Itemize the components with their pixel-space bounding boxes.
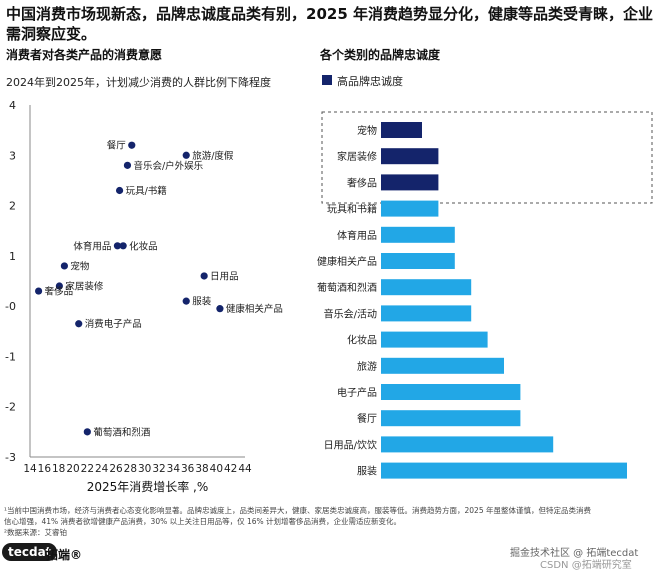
footnote-line-1: ¹当前中国消费市场，经济与消费者心态变化影响显著。品牌忠诚度上，品类间差异大，健… [4, 506, 591, 515]
tecdat-logo: tecdat [2, 543, 58, 561]
bar [381, 305, 472, 322]
y-tick-label: 1 [9, 250, 16, 263]
bar-category-label: 服装 [357, 465, 377, 478]
y-tick-label: -3 [5, 451, 16, 464]
bar [381, 200, 439, 217]
point-label: 服装 [192, 296, 212, 308]
bar-category-label: 餐厅 [357, 412, 377, 425]
bar [381, 410, 521, 427]
scatter-point [123, 161, 132, 169]
highlight-box [321, 111, 653, 204]
x-tick-label: 36 [181, 463, 195, 475]
bar [381, 462, 627, 479]
x-tick-label: 32 [152, 463, 165, 475]
bar-category-label: 葡萄酒和烈酒 [317, 281, 377, 294]
y-tick-label: 3 [9, 149, 16, 162]
point-label: 奢侈品 [45, 286, 74, 298]
point-label: 体育用品 [73, 240, 111, 252]
scatter-point [216, 305, 224, 313]
bar [381, 148, 439, 165]
x-tick-label: 22 [81, 463, 94, 475]
y-tick-label: 2 [9, 200, 16, 213]
x-tick-label: 16 [38, 463, 52, 475]
bar [381, 226, 455, 243]
scatter-point [128, 141, 136, 149]
bar-category-label: 体育用品 [337, 229, 377, 242]
point-label: 健康相关产品 [226, 303, 283, 315]
y-tick-label: -0 [5, 300, 16, 313]
bar-category-label: 宠物 [357, 124, 377, 137]
brand-name: 拓端® [46, 548, 83, 562]
x-tick-label: 38 [195, 463, 208, 475]
scatter-point [60, 262, 68, 270]
bar-category-label: 化妆品 [347, 334, 377, 347]
bar-category-label: 旅游 [357, 360, 377, 373]
bar [381, 174, 439, 191]
scatter-point [182, 297, 190, 305]
bar-category-label: 健康相关产品 [317, 255, 377, 268]
scatter-point [113, 242, 122, 250]
scatter-point [119, 242, 127, 250]
watermark-juejin: 掘金技术社区 @ 拓端tecdat [510, 548, 639, 559]
y-tick-label: 4 [9, 99, 16, 112]
bar-category-label: 音乐会/活动 [324, 307, 377, 320]
footnotes: ¹当前中国消费市场，经济与消费者心态变化影响显著。品牌忠诚度上，品类间差异大，健… [4, 505, 656, 538]
footnote-source: ²数据来源：艾睿铂 [4, 528, 68, 537]
x-tick-label: 14 [23, 463, 37, 475]
bar-category-label: 奢侈品 [347, 176, 377, 189]
watermark-csdn: CSDN @拓端研究室 [540, 560, 632, 571]
x-tick-label: 44 [238, 463, 252, 475]
bar-category-label: 家居装修 [337, 150, 377, 163]
y-tick-label: -2 [5, 401, 16, 414]
x-tick-label: 20 [66, 463, 79, 475]
scatter-point [200, 272, 208, 280]
left-chart-note: 2024年到2025年，计划减少消费的人群比例下降程度 [6, 76, 271, 89]
bar [381, 357, 504, 374]
bar-chart: 宠物家居装修奢侈品玩具和书籍体育用品健康相关产品葡萄酒和烈酒音乐会/活动化妆品旅… [317, 111, 653, 479]
x-tick-label: 42 [224, 463, 237, 475]
x-tick-label: 40 [210, 463, 223, 475]
x-tick-label: 34 [167, 463, 181, 475]
point-label: 化妆品 [129, 240, 158, 252]
point-label: 葡萄酒和烈酒 [93, 426, 151, 438]
x-axis-label: 2025年消费增长率 ,% [87, 479, 209, 494]
bar-category-label: 电子产品 [337, 386, 377, 399]
scatter-point [35, 287, 43, 295]
legend-swatch [322, 75, 332, 85]
point-label: 消费电子产品 [85, 318, 142, 330]
right-chart-heading: 各个类别的品牌忠诚度 [320, 48, 441, 62]
scatter-point [182, 151, 190, 159]
bar [381, 384, 521, 400]
x-tick-label: 26 [109, 463, 123, 475]
x-tick-label: 18 [52, 463, 65, 475]
bar [381, 253, 455, 269]
page-title: 中国消费市场现新态，品牌忠诚度品类有别，2025 年消费趋势显分化，健康等品类受… [6, 5, 653, 43]
bar [381, 122, 422, 138]
point-label: 音乐会/户外娱乐 [133, 160, 203, 172]
bar-category-label: 日用品/饮饮 [324, 438, 377, 451]
point-label: 餐厅 [107, 140, 127, 152]
bar-category-label: 玩具和书籍 [327, 203, 377, 216]
x-tick-label: 30 [138, 463, 151, 475]
scatter-point [75, 320, 83, 328]
x-tick-label: 28 [124, 463, 137, 475]
point-label: 宠物 [70, 260, 90, 272]
scatter-point [55, 282, 63, 290]
bar [381, 279, 472, 296]
x-tick-label: 24 [95, 463, 109, 475]
point-label: 玩具/书籍 [126, 185, 167, 197]
legend-label: 高品牌忠诚度 [337, 75, 403, 88]
y-tick-label: -1 [5, 350, 16, 363]
scatter-point [115, 186, 124, 195]
point-label: 日用品 [210, 271, 239, 282]
footnote-line-2: 信心增强，41% 消费者欲增健康产品消费，30% 以上关注日用品等，仅 16% … [4, 517, 402, 526]
point-label: 家居装修 [65, 281, 104, 293]
scatter-point [83, 428, 91, 436]
bar [381, 331, 488, 348]
left-chart-heading: 消费者对各类产品的消费意愿 [6, 48, 163, 62]
bar [381, 436, 554, 453]
point-label: 旅游/度假 [192, 150, 234, 162]
